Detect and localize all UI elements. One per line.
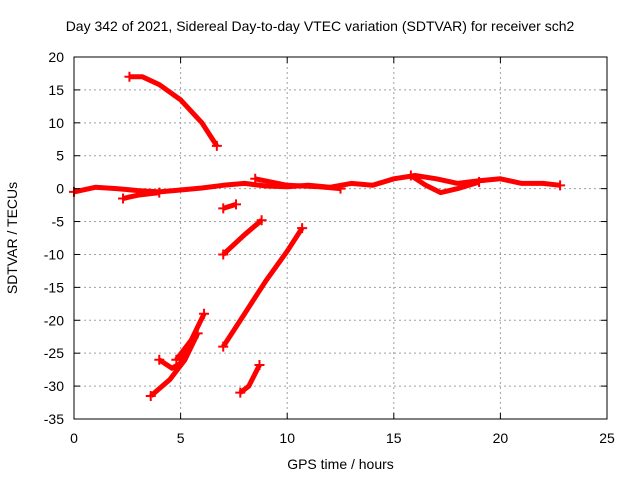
y-tick-label: -30 [44, 378, 64, 394]
y-tick-label: -35 [44, 411, 64, 427]
y-tick-label: -20 [44, 312, 64, 328]
series-arc-small-dip [122, 190, 160, 201]
x-tick-label: 10 [279, 430, 295, 446]
data-series [69, 71, 566, 401]
series-arc-baseline [73, 173, 561, 195]
point-marker [297, 223, 308, 234]
y-tick-label: 10 [48, 115, 64, 131]
series-arc-rise-f [238, 363, 262, 395]
x-axis-ticks: 0 5 10 15 20 25 [70, 57, 615, 446]
point-marker [256, 215, 267, 226]
point-marker [218, 341, 229, 352]
plot-frame [73, 56, 608, 420]
point-marker [335, 183, 346, 194]
point-marker [474, 177, 485, 188]
y-tick-label: -5 [52, 214, 65, 230]
y-tick-label: -10 [44, 246, 64, 262]
point-marker [250, 173, 261, 184]
point-marker [254, 360, 265, 371]
series-arc-rise-e [157, 348, 190, 371]
point-marker [199, 308, 210, 319]
grid-lines [74, 57, 607, 419]
point-marker [231, 199, 242, 210]
series-arc-descending-top [129, 74, 219, 148]
x-tick-label: 25 [599, 430, 615, 446]
series-arc-rise-c [174, 312, 207, 362]
point-marker [145, 390, 156, 401]
series-arc-rise-a [221, 218, 264, 257]
x-axis-label: GPS time / hours [287, 456, 394, 472]
y-axis-ticks: 20 15 10 5 0 -5 -10 -15 -20 -25 -30 -35 [44, 49, 607, 427]
y-tick-label: 0 [56, 181, 64, 197]
point-marker [181, 344, 192, 355]
chart-title: Day 342 of 2021, Sidereal Day-to-day VTE… [65, 18, 575, 34]
y-tick-label: -25 [44, 345, 64, 361]
point-marker [154, 354, 165, 365]
point-marker [218, 203, 229, 214]
point-marker [154, 187, 165, 198]
x-tick-label: 5 [177, 430, 185, 446]
series-arc-rise-b [221, 226, 305, 348]
x-tick-label: 20 [493, 430, 509, 446]
x-tick-label: 15 [386, 430, 402, 446]
y-tick-label: 15 [48, 82, 64, 98]
y-axis-label: SDTVAR / TECUs [4, 181, 20, 295]
point-marker [235, 387, 246, 398]
series-arc-hump [254, 176, 341, 192]
point-marker [124, 71, 135, 82]
x-tick-label: 0 [70, 430, 78, 446]
y-tick-label: -15 [44, 279, 64, 295]
point-marker [118, 193, 129, 204]
point-marker [192, 328, 203, 339]
point-marker [218, 249, 229, 260]
y-tick-label: 20 [48, 49, 64, 65]
series-arc-rise-d [149, 332, 200, 398]
series-arc-loop [409, 173, 480, 196]
point-marker [555, 180, 566, 191]
point-marker [211, 140, 222, 151]
y-tick-label: 5 [56, 148, 64, 164]
point-marker [405, 170, 416, 181]
